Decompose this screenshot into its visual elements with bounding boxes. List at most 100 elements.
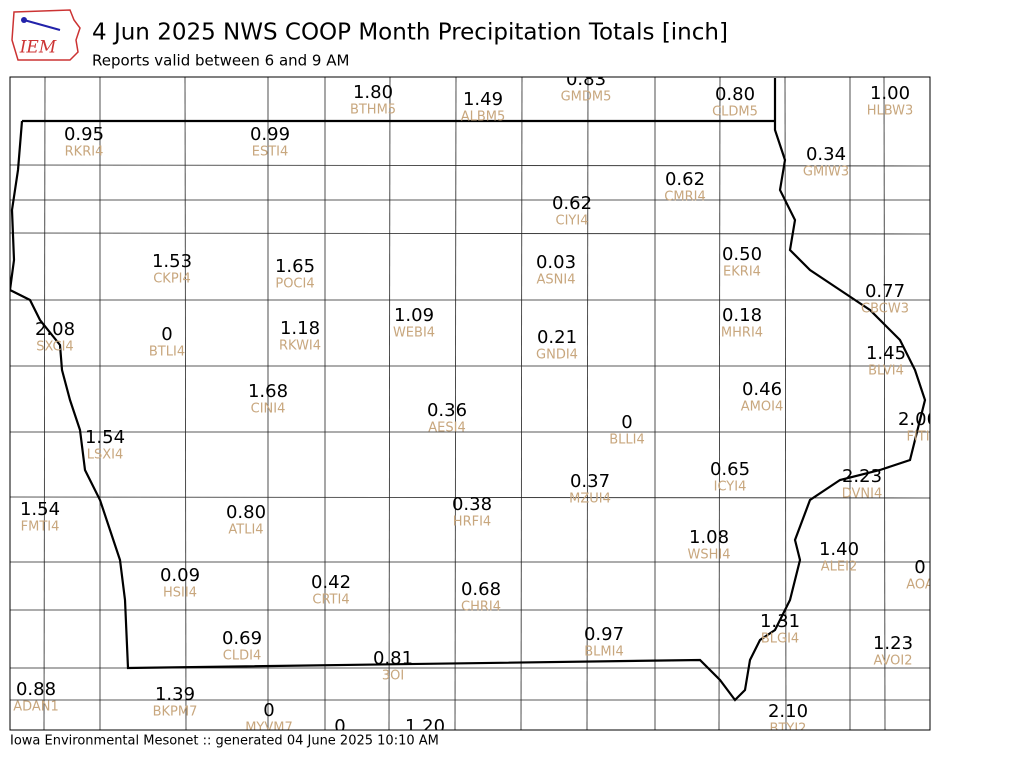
station-id: POCI4 (275, 277, 314, 292)
station-value: 0.77 (865, 281, 905, 302)
station-value: 0.62 (665, 169, 705, 190)
station-value: 0.69 (222, 628, 262, 649)
station-id: BTLI4 (149, 345, 185, 360)
station-value: 0.37 (570, 471, 610, 492)
station-value: 0.97 (584, 624, 624, 645)
station-value: 0 (263, 700, 274, 721)
station-value: 0.09 (160, 565, 200, 586)
station-value: 1.65 (275, 256, 315, 277)
station-value: 1.31 (760, 611, 800, 632)
county-line (43, 77, 46, 730)
title: 4 Jun 2025 NWS COOP Month Precipitation … (92, 20, 728, 46)
station-id: BLMI4 (584, 645, 623, 660)
station-value: 2.00 (898, 409, 938, 430)
station-value: 0.50 (722, 244, 762, 265)
station-value: 0.80 (226, 502, 266, 523)
station-value: 0.83 (566, 69, 606, 90)
station-value: 0 (621, 412, 632, 433)
station-id: EKRI4 (723, 265, 761, 280)
station-id: AVOI2 (873, 654, 912, 669)
station-id: BKPM7 (153, 705, 198, 720)
station-value: 1.80 (353, 82, 393, 103)
station-value: 0.68 (461, 579, 501, 600)
station-id: CKPI4 (153, 272, 191, 287)
station-value: 0.21 (537, 327, 577, 348)
station-value: 0 (914, 557, 925, 578)
logo: IEM (11, 9, 81, 61)
station-id: 3OI (382, 669, 404, 684)
station-value: 0.42 (311, 572, 351, 593)
station-id: GMIW3 (803, 165, 849, 180)
county-line (10, 164, 930, 167)
station-value: 0.36 (427, 400, 467, 421)
station-value: 0.65 (710, 459, 750, 480)
footer: Iowa Environmental Mesonet :: generated … (10, 734, 439, 749)
station-value: 0.34 (806, 144, 846, 165)
station-id: SXCI4 (36, 340, 73, 355)
station-value: 0.03 (536, 252, 576, 273)
subtitle: Reports valid between 6 and 9 AM (92, 52, 349, 70)
county-line (10, 232, 930, 235)
station-id: ICYI4 (714, 480, 747, 495)
station-id: BLVI4 (868, 364, 904, 379)
station-id: ASNI4 (537, 273, 576, 288)
station: 1.20 (405, 716, 445, 730)
station-value: 1.09 (394, 305, 434, 326)
station-id: HSII4 (163, 586, 197, 601)
station-id: ESTI4 (252, 145, 289, 160)
station-id: FMTI4 (21, 520, 60, 535)
station-id: AESI4 (428, 421, 465, 436)
station-value: 0.46 (742, 379, 782, 400)
station-id: GNDI4 (536, 348, 578, 363)
station-id: LSXI4 (87, 448, 124, 463)
station-id: RKWI4 (279, 339, 321, 354)
station-id: CINI4 (251, 402, 286, 417)
station-id: RKRI4 (65, 145, 104, 160)
station-id: ATLI4 (228, 523, 263, 538)
station-id: FITI (906, 430, 929, 445)
station-id: DVNI4 (842, 487, 883, 502)
station-value: 1.54 (85, 427, 125, 448)
station-value: 2.23 (842, 466, 882, 487)
station-value: 0.18 (722, 305, 762, 326)
station-id: CBCW3 (861, 302, 909, 317)
map-frame (9, 76, 931, 731)
county-line (184, 77, 187, 730)
county-line (520, 77, 523, 730)
station-id: ADAN1 (13, 700, 59, 715)
county-line (586, 77, 589, 730)
station-value: 1.00 (870, 83, 910, 104)
station-value: 2.08 (35, 319, 75, 340)
station-id: CRTI4 (312, 593, 349, 608)
station-id: BTYI2 (770, 722, 807, 737)
station-value: 0.95 (64, 124, 104, 145)
station-id: CLDM5 (712, 105, 758, 120)
state-border (10, 78, 927, 702)
